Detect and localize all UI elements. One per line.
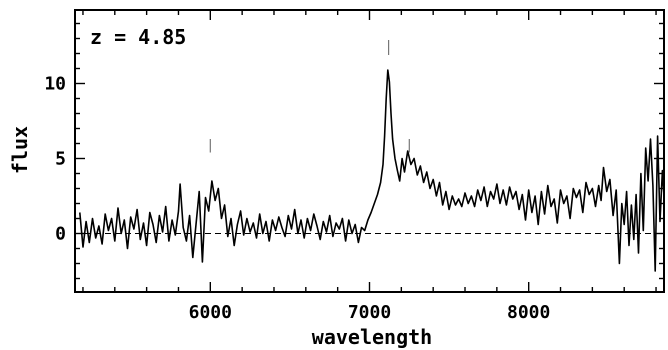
spectrum-line bbox=[79, 69, 665, 272]
plot-frame bbox=[74, 9, 665, 293]
redshift-annotation: z = 4.85 bbox=[90, 25, 186, 49]
y-axis-title: flux bbox=[8, 126, 32, 174]
x-tick-label: 7000 bbox=[348, 302, 391, 323]
x-tick-label: 8000 bbox=[507, 302, 550, 323]
line-markers bbox=[209, 40, 410, 153]
x-axis-title: wavelength bbox=[312, 325, 432, 349]
axis-tick-labels: 6000 7000 8000 0 5 10 bbox=[44, 74, 550, 324]
y-tick-label: 5 bbox=[55, 149, 66, 170]
y-tick-label: 10 bbox=[44, 74, 66, 95]
y-tick-label: 0 bbox=[55, 224, 66, 245]
axis-ticks bbox=[75, 10, 664, 292]
x-tick-label: 6000 bbox=[189, 302, 232, 323]
